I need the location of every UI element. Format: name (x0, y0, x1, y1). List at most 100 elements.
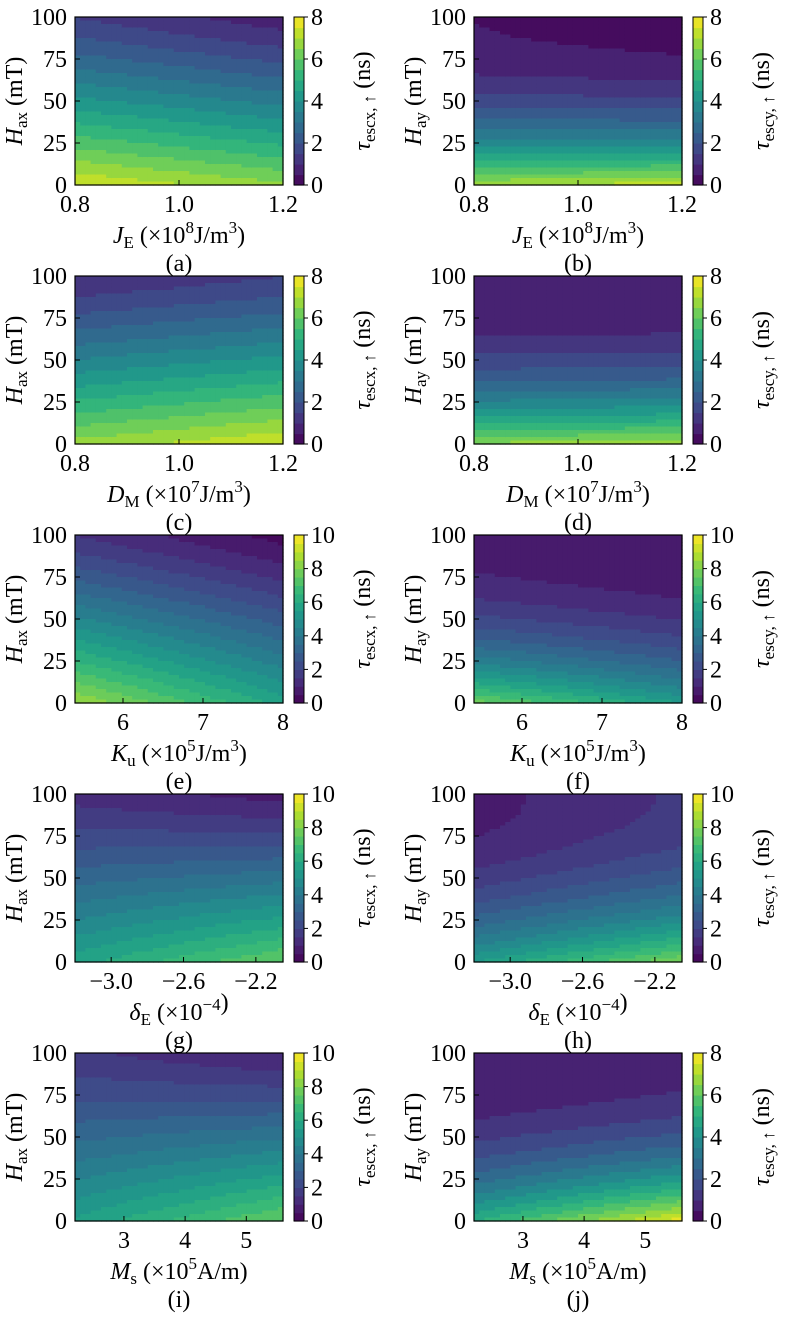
contour-cell (593, 167, 600, 172)
contour-cell (262, 66, 268, 71)
contour-cell (90, 311, 97, 316)
contour-cell (173, 437, 180, 442)
contour-cell (168, 286, 175, 291)
contour-cell (132, 293, 138, 298)
contour-cell (272, 94, 279, 99)
contour-cell (111, 374, 118, 379)
contour-cell (225, 181, 232, 186)
contour-cell (205, 20, 211, 25)
contour-cell (593, 38, 600, 43)
contour-cell (194, 90, 201, 95)
contour-cell (241, 87, 248, 92)
contour-cell (179, 27, 185, 32)
contour-cell (220, 73, 227, 78)
contour-cell (137, 73, 144, 78)
contour-cell (479, 80, 485, 85)
contour-cell (210, 38, 216, 43)
contour-cell (251, 41, 258, 46)
contour-cell (593, 157, 600, 162)
contour-cell (121, 157, 128, 162)
contour-cell (557, 20, 563, 25)
contour-cell (173, 146, 180, 151)
contour-cell (474, 118, 480, 123)
contour-cell (163, 325, 170, 330)
contour-cell (541, 34, 548, 39)
contour-cell (515, 41, 522, 46)
contour-cell (494, 83, 501, 88)
contour-cell (598, 167, 605, 172)
contour-cell (220, 150, 227, 155)
contour-cell (163, 328, 170, 333)
contour-cell (241, 171, 248, 176)
contour-cell (593, 34, 600, 39)
contour-cell (90, 307, 97, 312)
contour-cell (153, 55, 159, 60)
contour-cell (205, 101, 211, 106)
contour-cell (614, 160, 621, 165)
contour-cell (277, 160, 284, 165)
contour-cell (500, 171, 506, 176)
contour-cell (168, 45, 175, 50)
contour-cell (137, 395, 144, 400)
contour-cell (85, 181, 92, 186)
contour-cell (90, 118, 97, 123)
contour-cell (132, 349, 138, 354)
contour-cell (137, 157, 144, 162)
contour-cell (137, 27, 144, 32)
contour-cell (158, 283, 164, 288)
contour-cell (609, 66, 615, 71)
contour-cell (593, 150, 600, 155)
contour-cell (111, 139, 118, 144)
contour-cell (194, 104, 201, 109)
contour-cell (624, 171, 631, 176)
contour-cell (583, 76, 589, 81)
contour-cell (142, 426, 149, 431)
contour-cell (142, 97, 149, 102)
contour-cell (163, 416, 170, 421)
contour-cell (80, 87, 86, 92)
contour-cell (484, 136, 491, 141)
contour-cell (153, 178, 159, 183)
contour-cell (90, 87, 97, 92)
contour-cell (205, 136, 211, 141)
contour-cell (231, 132, 237, 137)
contour-cell (520, 115, 527, 120)
contour-cell (500, 136, 506, 141)
contour-cell (656, 136, 662, 141)
contour-cell (267, 132, 274, 137)
contour-cell (671, 129, 678, 134)
contour-cell (567, 132, 574, 137)
contour-cell (137, 300, 144, 305)
contour-cell (614, 164, 621, 169)
contour-cell (121, 97, 128, 102)
contour-cell (614, 94, 621, 99)
contour-cell (75, 293, 81, 298)
contour-cell (479, 164, 485, 169)
contour-cell (106, 97, 112, 102)
contour-cell (676, 52, 683, 57)
contour-cell (567, 48, 574, 53)
contour-cell (515, 31, 522, 36)
contour-cell (572, 48, 579, 53)
contour-cell (90, 374, 97, 379)
contour-cell (635, 171, 641, 176)
contour-cell (567, 118, 574, 123)
contour-cell (116, 181, 123, 186)
contour-cell (116, 94, 123, 99)
contour-cell (95, 108, 102, 113)
contour-cell (231, 48, 237, 53)
contour-cell (567, 87, 574, 92)
contour-cell (609, 150, 615, 155)
contour-cell (189, 38, 196, 43)
contour-cell (127, 160, 133, 165)
contour-cell (127, 94, 133, 99)
contour-cell (272, 171, 279, 176)
contour-cell (158, 412, 164, 417)
contour-cell (163, 384, 170, 389)
contour-cell (231, 139, 237, 144)
contour-cell (163, 76, 170, 81)
contour-cell (635, 143, 641, 148)
contour-cell (614, 87, 621, 92)
contour-cell (116, 377, 123, 382)
